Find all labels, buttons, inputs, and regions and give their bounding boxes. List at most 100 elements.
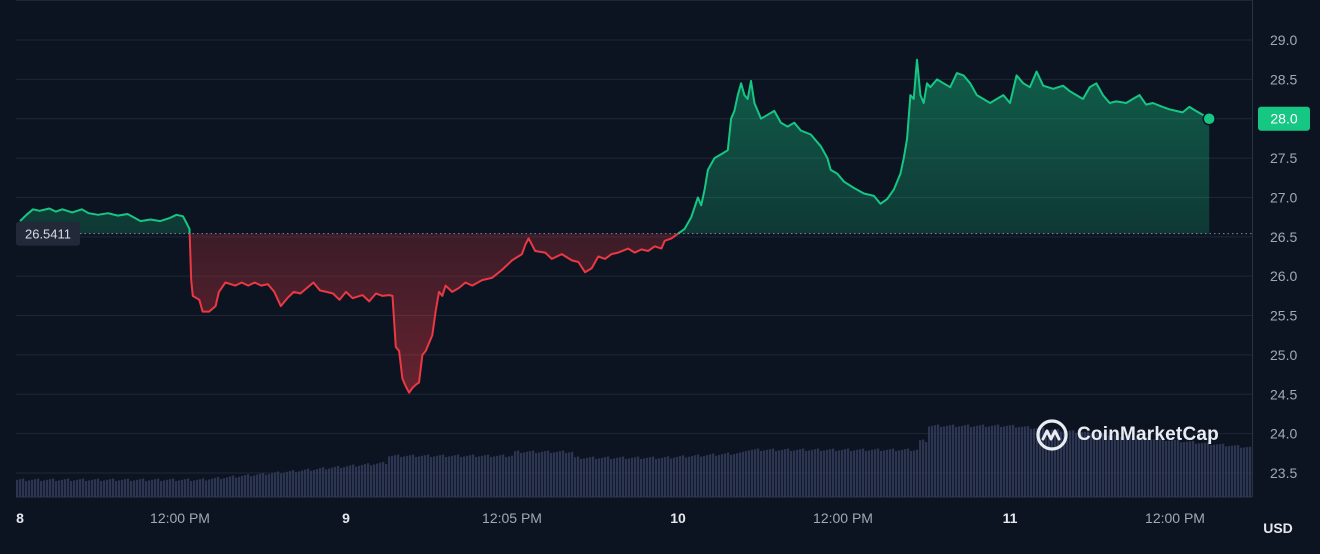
volume-bar bbox=[133, 480, 136, 497]
volume-bar bbox=[964, 425, 967, 497]
volume-bar bbox=[682, 455, 685, 497]
volume-bar bbox=[772, 448, 775, 497]
volume-bar bbox=[706, 455, 709, 497]
volume-bar bbox=[760, 451, 763, 497]
volume-bar bbox=[1045, 430, 1048, 497]
price-line bbox=[19, 58, 1216, 394]
volume-bar bbox=[787, 448, 790, 497]
volume-bar bbox=[733, 454, 736, 497]
volume-bar bbox=[313, 469, 316, 497]
volume-bar bbox=[142, 478, 145, 497]
volume-bar bbox=[520, 453, 523, 497]
volume-bar bbox=[652, 456, 655, 497]
volume-bar bbox=[256, 474, 259, 497]
volume-bar bbox=[631, 457, 634, 497]
volume-bar bbox=[376, 463, 379, 497]
volume-bar bbox=[1186, 441, 1189, 497]
volume-bar bbox=[862, 448, 865, 497]
volume-bar bbox=[748, 450, 751, 497]
volume-bar bbox=[22, 478, 25, 497]
y-axis: 29.0 28.5 28.0 27.5 27.0 26.5 26.0 25.5 25.0 24.5… bbox=[1270, 32, 1297, 481]
volume-bar bbox=[1075, 432, 1078, 497]
volume-bar bbox=[307, 468, 310, 497]
volume-bar bbox=[793, 450, 796, 497]
volume-bar bbox=[409, 455, 412, 497]
volume-bar bbox=[877, 448, 880, 497]
volume-bar bbox=[103, 480, 106, 497]
volume-bar bbox=[955, 427, 958, 497]
volume-bar bbox=[1099, 433, 1102, 497]
volume-bar bbox=[70, 481, 73, 497]
volume-bar bbox=[736, 453, 739, 497]
volume-bar bbox=[481, 455, 484, 497]
volume-bar bbox=[571, 451, 574, 497]
volume-bar bbox=[310, 470, 313, 497]
volume-bar bbox=[292, 470, 295, 497]
volume-bar bbox=[286, 471, 289, 497]
volume-bar bbox=[913, 450, 916, 497]
volume-bar bbox=[985, 427, 988, 497]
volume-bar bbox=[742, 451, 745, 497]
volume-bar bbox=[892, 448, 895, 497]
volume-bar bbox=[721, 454, 724, 497]
volume-bar bbox=[79, 479, 82, 497]
volume-bars bbox=[16, 424, 1252, 497]
volume-bar bbox=[502, 454, 505, 497]
volume-bar bbox=[40, 481, 43, 497]
volume-bar bbox=[1246, 447, 1249, 497]
volume-bar bbox=[1018, 427, 1021, 497]
volume-bar bbox=[763, 450, 766, 497]
volume-bar bbox=[154, 479, 157, 497]
x-tick-label: 10 bbox=[670, 510, 686, 526]
volume-bar bbox=[916, 449, 919, 497]
volume-bar bbox=[43, 480, 46, 497]
volume-bar bbox=[799, 449, 802, 497]
volume-bar bbox=[394, 455, 397, 497]
volume-bar bbox=[289, 470, 292, 497]
y-tick-label: 27.5 bbox=[1270, 150, 1297, 166]
volume-bar bbox=[16, 479, 19, 497]
volume-bar bbox=[703, 455, 706, 497]
volume-bar bbox=[1240, 447, 1243, 497]
volume-bar bbox=[340, 468, 343, 497]
volume-bar bbox=[574, 457, 577, 497]
volume-bar bbox=[1066, 430, 1069, 497]
volume-bar bbox=[853, 450, 856, 497]
volume-bar bbox=[235, 477, 238, 497]
volume-bar bbox=[724, 453, 727, 497]
volume-bar bbox=[553, 452, 556, 497]
volume-bar bbox=[859, 449, 862, 497]
volume-bar bbox=[391, 455, 394, 497]
volume-bar bbox=[922, 439, 925, 497]
volume-bar bbox=[1015, 427, 1018, 497]
volume-bar bbox=[550, 453, 553, 497]
volume-bar bbox=[445, 457, 448, 497]
y-tick-label: 25.5 bbox=[1270, 308, 1297, 324]
volume-bar bbox=[1039, 427, 1042, 497]
y-tick-label: 29.0 bbox=[1270, 32, 1297, 48]
volume-bar bbox=[208, 479, 211, 497]
price-line-up bbox=[19, 58, 1210, 234]
volume-bar bbox=[253, 475, 256, 497]
volume-bar bbox=[619, 457, 622, 497]
volume-bar bbox=[1090, 434, 1093, 497]
volume-bar bbox=[661, 457, 664, 497]
volume-bar bbox=[1114, 434, 1117, 497]
volume-bar bbox=[712, 453, 715, 497]
volume-bar bbox=[739, 452, 742, 497]
volume-bar bbox=[148, 480, 151, 497]
volume-bar bbox=[1069, 430, 1072, 497]
volume-bar bbox=[157, 478, 160, 497]
volume-bar bbox=[1006, 425, 1009, 497]
area-fill-above bbox=[20, 59, 1210, 234]
volume-bar bbox=[952, 424, 955, 497]
volume-bar bbox=[94, 479, 97, 497]
volume-bar bbox=[1024, 426, 1027, 497]
volume-bar bbox=[166, 479, 169, 497]
volume-bar bbox=[211, 478, 214, 497]
volume-bar bbox=[1027, 426, 1030, 497]
volume-bar bbox=[223, 478, 226, 497]
volume-bar bbox=[1132, 435, 1135, 497]
volume-bar bbox=[856, 449, 859, 497]
volume-bar bbox=[757, 448, 760, 497]
